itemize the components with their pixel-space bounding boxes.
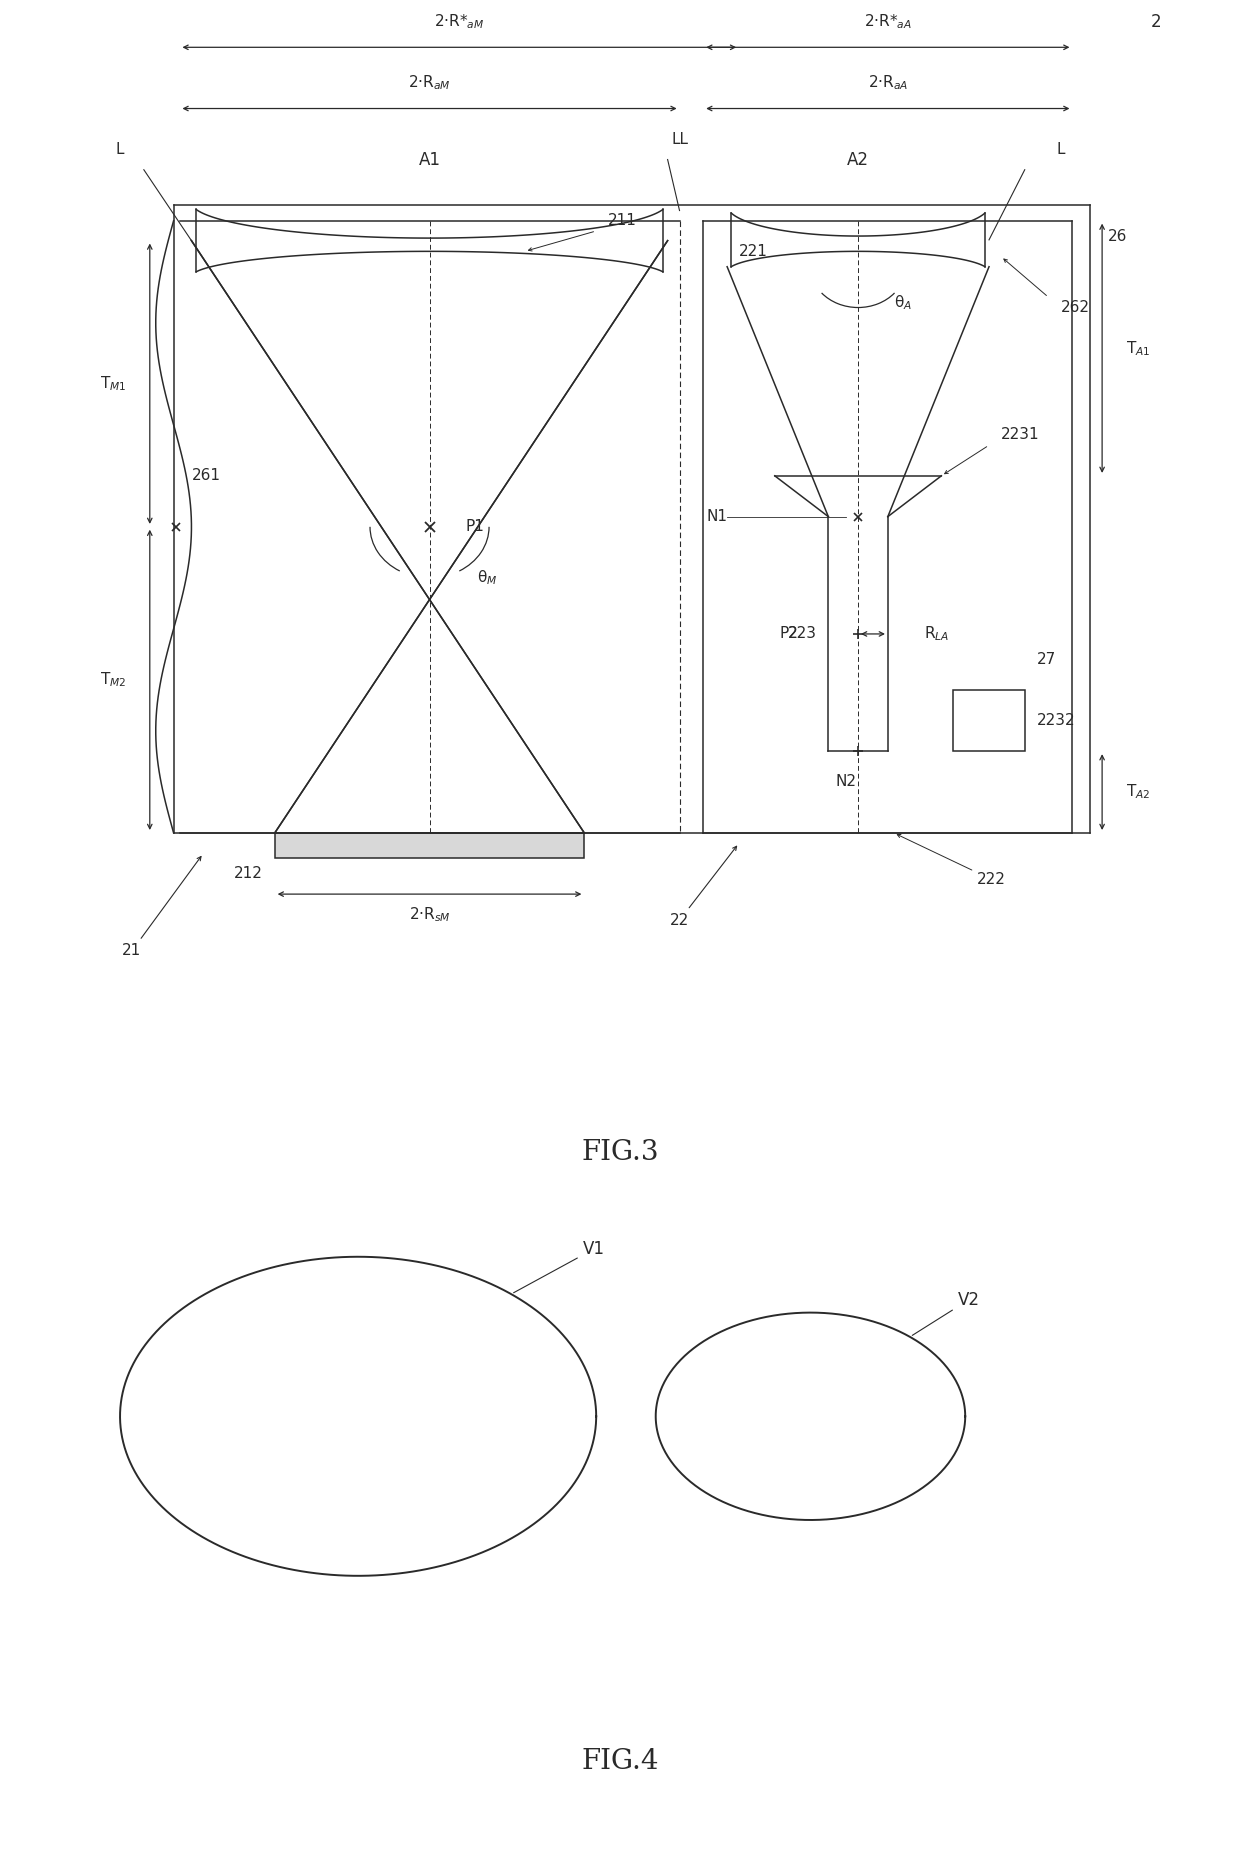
Text: 2·R$_{aM}$: 2·R$_{aM}$ <box>408 74 451 93</box>
Text: 26: 26 <box>1109 228 1127 243</box>
Text: 21: 21 <box>123 857 201 959</box>
Text: P1: P1 <box>465 519 484 534</box>
Bar <box>954 690 1024 751</box>
Text: 27: 27 <box>1037 651 1056 668</box>
Text: T$_{M2}$: T$_{M2}$ <box>99 670 126 690</box>
Text: θ$_A$: θ$_A$ <box>894 293 911 312</box>
Text: 223: 223 <box>787 627 816 642</box>
Text: 2: 2 <box>1151 13 1161 32</box>
Text: 212: 212 <box>234 866 263 881</box>
Text: 211: 211 <box>608 213 637 228</box>
Text: T$_{A1}$: T$_{A1}$ <box>1126 339 1151 358</box>
Text: θ$_M$: θ$_M$ <box>477 568 497 588</box>
Text: FIG.4: FIG.4 <box>582 1747 658 1775</box>
Text: N2: N2 <box>836 774 857 790</box>
Text: 2·R$_{aA}$: 2·R$_{aA}$ <box>868 74 908 93</box>
Text: 2232: 2232 <box>1037 712 1075 729</box>
Text: 222: 222 <box>898 835 1006 887</box>
Text: P2: P2 <box>780 627 799 642</box>
Bar <box>275 833 584 859</box>
Text: 22: 22 <box>670 846 737 928</box>
Text: V1: V1 <box>513 1241 605 1293</box>
Text: 2·R$_{sM}$: 2·R$_{sM}$ <box>409 905 450 924</box>
Text: FIG.3: FIG.3 <box>582 1139 658 1167</box>
Text: 2·R*$_{aA}$: 2·R*$_{aA}$ <box>864 13 911 32</box>
Text: LL: LL <box>671 132 688 147</box>
Text: R$_{LA}$: R$_{LA}$ <box>924 625 949 644</box>
Text: T$_{M1}$: T$_{M1}$ <box>99 375 126 393</box>
Text: A1: A1 <box>419 150 440 169</box>
Text: V2: V2 <box>913 1291 980 1336</box>
Text: 261: 261 <box>191 467 221 484</box>
Text: A2: A2 <box>847 150 869 169</box>
Text: L: L <box>115 141 124 158</box>
Text: 2·R*$_{aM}$: 2·R*$_{aM}$ <box>434 13 485 32</box>
Text: N1: N1 <box>706 508 727 525</box>
Text: 221: 221 <box>739 243 768 260</box>
Text: 262: 262 <box>1060 301 1090 315</box>
Text: 2231: 2231 <box>1001 427 1039 443</box>
Text: L: L <box>1056 141 1065 158</box>
Text: T$_{A2}$: T$_{A2}$ <box>1126 783 1151 801</box>
